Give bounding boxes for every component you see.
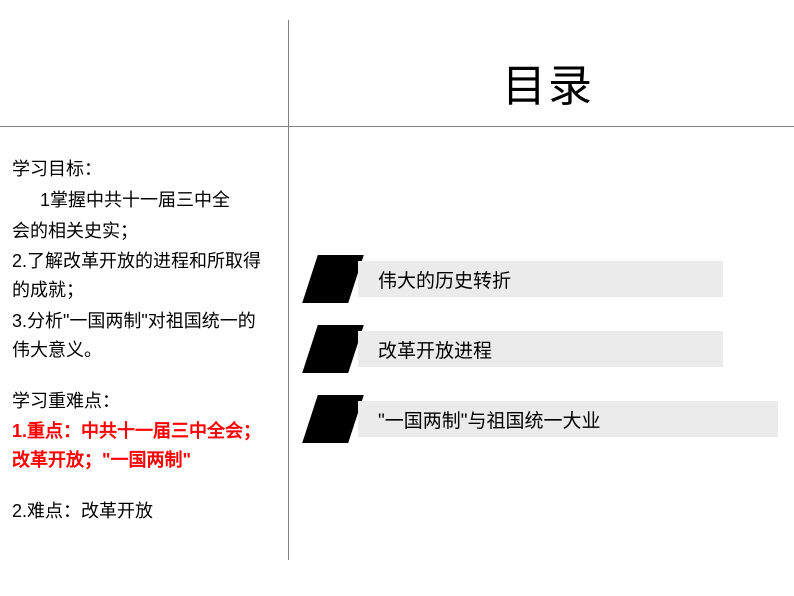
toc-label-2: 改革开放进程: [358, 331, 723, 367]
toc-marker-icon: [302, 325, 364, 373]
toc-label-3: "一国两制"与祖国统一大业: [358, 401, 778, 437]
toc-item-3: "一国两制"与祖国统一大业: [310, 398, 780, 440]
toc-marker-icon: [302, 255, 364, 303]
objective-2: 2.了解改革开放的进程和所取得的成就；: [12, 247, 272, 305]
toc-panel: 伟大的历史转折 改革开放进程 "一国两制"与祖国统一大业: [310, 258, 780, 468]
difficulty-point: 2.难点：改革开放: [12, 497, 272, 526]
toc-item-1: 伟大的历史转折: [310, 258, 780, 300]
objective-1-line1: 1掌握中共十一届三中全: [12, 186, 272, 215]
toc-item-2: 改革开放进程: [310, 328, 780, 370]
objective-1-line2: 会的相关史实；: [12, 217, 272, 246]
left-panel: 学习目标： 1掌握中共十一届三中全 会的相关史实； 2.了解改革开放的进程和所取…: [12, 155, 272, 528]
emphasis-point: 1.重点：中共十一届三中全会；改革开放；"一国两制": [12, 417, 272, 475]
page-title: 目录: [502, 50, 594, 114]
objective-3: 3.分析"一国两制"对祖国统一的伟大意义。: [12, 307, 272, 365]
toc-label-1: 伟大的历史转折: [358, 261, 723, 297]
objectives-heading: 学习目标：: [12, 155, 272, 184]
vertical-divider: [288, 20, 289, 560]
difficulty-heading: 学习重难点：: [12, 387, 272, 416]
horizontal-divider: [0, 126, 794, 127]
toc-marker-icon: [302, 395, 364, 443]
